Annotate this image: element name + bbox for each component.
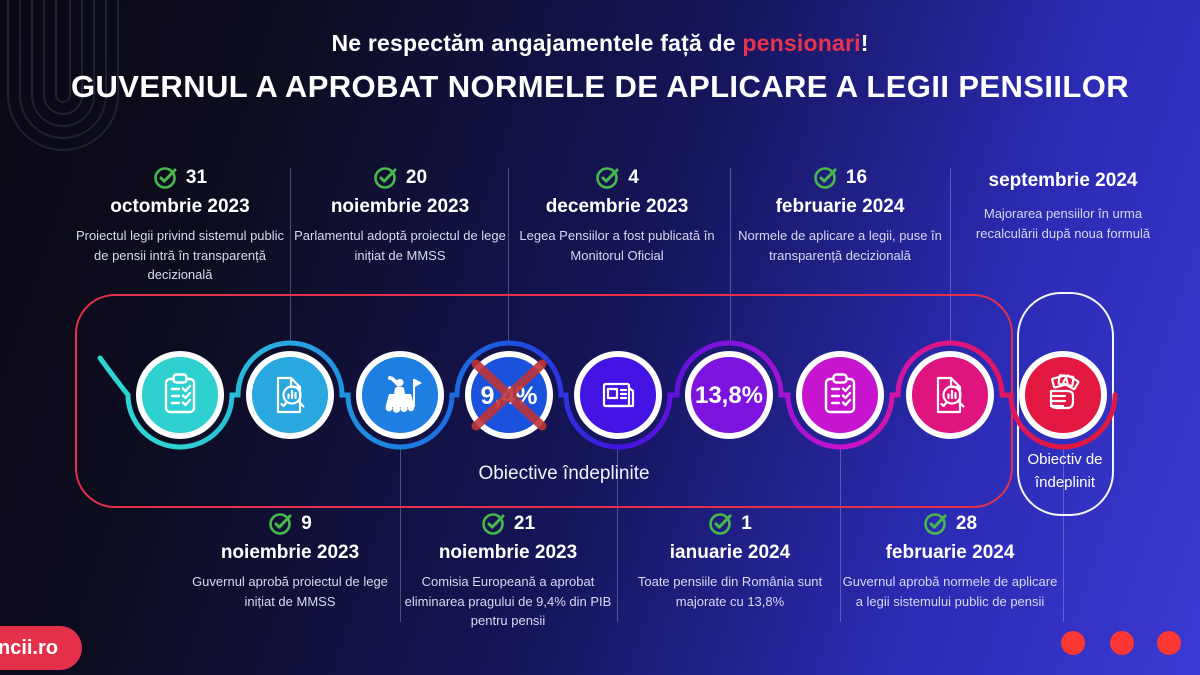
divider-line [400, 447, 401, 622]
check-icon [154, 167, 177, 189]
check-icon [924, 513, 947, 535]
parliament-speaker-icon [385, 376, 422, 413]
clipboard-check-icon [824, 373, 856, 414]
milestone-date: decembrie 2023 [545, 196, 689, 217]
check-icon [596, 167, 619, 189]
milestone-circle-3 [356, 351, 444, 439]
document-analysis-icon [936, 376, 965, 414]
milestone-date: februarie 2024 [885, 542, 1015, 563]
milestone-description: Proiectul legii privind sistemul public … [75, 228, 285, 282]
check-icon [269, 513, 292, 535]
milestone-top-3: 4 decembrie 2023 Legea Pensiilor a fost … [509, 163, 725, 265]
website-badge: uncii.ro [0, 626, 82, 670]
milestone-description: Guvernul aprobă proiectul de lege iniția… [192, 574, 388, 609]
milestone-description: Legea Pensiilor a fost publicată în Moni… [519, 228, 715, 263]
milestone-bottom-3: 1 ianuarie 2024 Toate pensiile din Român… [618, 509, 842, 611]
milestone-description: Guvernul aprobă normele de aplicare a le… [842, 574, 1058, 609]
check-icon [709, 513, 732, 535]
milestone-description: Majorarea pensiilor în urma recalculării… [975, 206, 1151, 241]
clipboard-check-icon [164, 373, 196, 414]
website-badge-text: uncii.ro [0, 636, 58, 659]
milestone-top-1: 31 octombrie 2023 Proiectul legii privin… [72, 163, 288, 285]
divider-line [840, 447, 841, 622]
tagline-prefix: Ne respectăm angajamentele față de [331, 30, 743, 56]
milestone-circle-5 [574, 351, 662, 439]
milestone-date: noiembrie 2023 [330, 196, 470, 217]
milestone-bottom-4: 28 februarie 2024 Guvernul aprobă normel… [838, 509, 1062, 611]
milestone-circle-1 [136, 351, 224, 439]
newspaper-icon [602, 382, 635, 408]
divider-line [290, 168, 291, 344]
milestone-date: octombrie 2023 [110, 196, 250, 217]
done-objectives-label: Obiective îndeplinite [478, 463, 650, 484]
milestone-description: Comisia Europeană a aprobat eliminarea p… [404, 574, 612, 628]
divider-line [508, 168, 509, 344]
timeline-graphic: 9,4% 13,8% [97, 340, 1118, 450]
milestone-day: 1 [741, 513, 752, 534]
milestone-circle-9 [1019, 351, 1107, 439]
milestone-date: septembrie 2024 [988, 170, 1138, 191]
divider-line [617, 447, 618, 622]
document-analysis-icon [276, 376, 305, 414]
milestone-circle-8 [906, 351, 994, 439]
divider-line [730, 168, 731, 344]
milestone-day: 4 [628, 167, 639, 188]
milestone-day: 31 [185, 167, 208, 188]
check-icon [814, 167, 837, 189]
decorative-dot [1110, 631, 1134, 655]
milestone-day: 28 [955, 513, 978, 534]
milestone-circle-2 [246, 351, 334, 439]
milestone-day: 9 [301, 513, 312, 534]
milestone-top-4: 16 februarie 2024 Normele de aplicare a … [732, 163, 948, 265]
red-cross-icon [471, 359, 547, 431]
milestone-bottom-2: 21 noiembrie 2023 Comisia Europeană a ap… [396, 509, 620, 631]
divider-line [950, 168, 951, 344]
decorative-arcs [7, 0, 119, 151]
tagline: Ne respectăm angajamentele față de pensi… [0, 30, 1200, 57]
tagline-suffix: ! [860, 30, 869, 56]
todo-objective-label: Obiectiv de îndeplinit [1027, 451, 1103, 492]
milestone-circle-4: 9,4% [465, 351, 553, 439]
milestone-date: noiembrie 2023 [220, 542, 360, 563]
milestone-top-5: septembrie 2024 Majorarea pensiilor în u… [955, 166, 1171, 243]
milestone-description: Normele de aplicare a legii, puse în tra… [738, 228, 942, 263]
milestone-date: ianuarie 2024 [669, 542, 791, 563]
tagline-highlight: pensionari [742, 30, 861, 56]
money-fist-icon [1049, 374, 1080, 410]
milestone-description: Toate pensiile din România sunt majorate… [637, 574, 823, 609]
check-icon [374, 167, 397, 189]
check-icon [482, 513, 505, 535]
milestone-date: noiembrie 2023 [438, 542, 578, 563]
milestone-day: 16 [845, 167, 868, 188]
milestone-date: februarie 2024 [775, 196, 905, 217]
decorative-dot [1157, 631, 1181, 655]
milestone-day: 21 [513, 513, 536, 534]
milestone-description: Parlamentul adoptă proiectul de lege ini… [294, 228, 506, 263]
milestone-circle-7 [796, 351, 884, 439]
divider-line [1063, 447, 1064, 622]
milestone-bottom-1: 9 noiembrie 2023 Guvernul aprobă proiect… [178, 509, 402, 611]
milestone-circle-6: 13,8% [685, 351, 773, 439]
page-title: GUVERNUL A APROBAT NORMELE DE APLICARE A… [70, 69, 1130, 104]
decorative-dot [1061, 631, 1085, 655]
increase-percentage-value: 13,8% [695, 382, 763, 409]
milestone-top-2: 20 noiembrie 2023 Parlamentul adoptă pro… [292, 163, 508, 265]
milestone-day: 20 [405, 167, 428, 188]
timeline-snake-line [97, 340, 1118, 450]
